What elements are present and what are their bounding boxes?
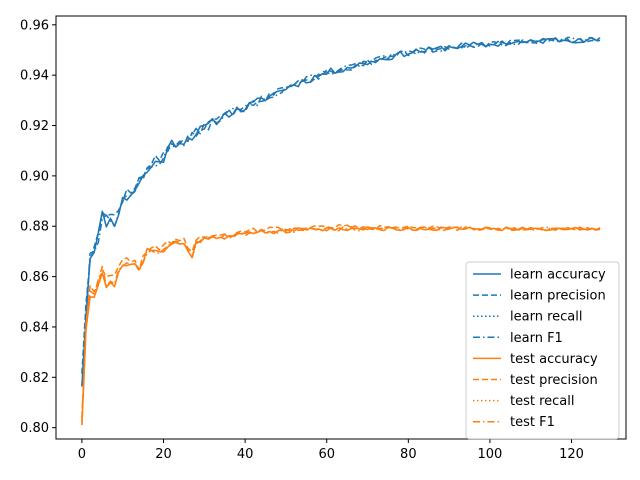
series-line-test-precision bbox=[81, 223, 601, 418]
series-line-learn-recall bbox=[81, 36, 601, 387]
series-layer bbox=[81, 36, 601, 425]
series-line-learn-f1 bbox=[81, 36, 601, 387]
y-tick-label: 0.96 bbox=[20, 18, 49, 33]
y-tick-label: 0.84 bbox=[20, 320, 49, 335]
legend-label: test precision bbox=[510, 373, 598, 388]
y-tick-label: 0.90 bbox=[20, 169, 49, 184]
y-tick-label: 0.88 bbox=[20, 220, 49, 235]
legend-label: learn F1 bbox=[510, 331, 563, 346]
legend-box bbox=[465, 261, 620, 440]
x-tick-label: 80 bbox=[400, 447, 417, 462]
x-tick-label: 20 bbox=[155, 447, 172, 462]
y-tick-label: 0.82 bbox=[20, 371, 49, 386]
series-line-learn-precision bbox=[81, 37, 601, 374]
legend: learn accuracy learn precision learn recal… bbox=[465, 261, 620, 440]
legend-label: learn accuracy bbox=[510, 268, 606, 283]
plot-frame bbox=[55, 15, 627, 440]
legend-label: test F1 bbox=[510, 415, 555, 430]
y-tick-label: 0.86 bbox=[20, 270, 49, 285]
y-tick-label: 0.92 bbox=[20, 119, 49, 134]
legend-label: learn recall bbox=[510, 310, 582, 325]
x-tick-label: 40 bbox=[237, 447, 254, 462]
y-tick-label: 0.80 bbox=[20, 421, 49, 436]
x-tick-label: 120 bbox=[559, 447, 584, 462]
x-tick-label: 60 bbox=[318, 447, 335, 462]
legend-label: test recall bbox=[510, 394, 575, 409]
legend-label: learn precision bbox=[510, 289, 606, 304]
legend-label: test accuracy bbox=[510, 352, 598, 367]
x-tick-label: 0 bbox=[78, 447, 86, 462]
y-tick-label: 0.94 bbox=[20, 69, 49, 84]
x-axis: 0 20 40 60 80 100 120 bbox=[78, 439, 584, 462]
series-line-test-f1 bbox=[81, 225, 601, 423]
x-tick-label: 100 bbox=[478, 447, 503, 462]
y-axis: 0.80 0.82 0.84 0.86 0.88 0.90 0.92 0.94 0.96 bbox=[20, 18, 56, 436]
